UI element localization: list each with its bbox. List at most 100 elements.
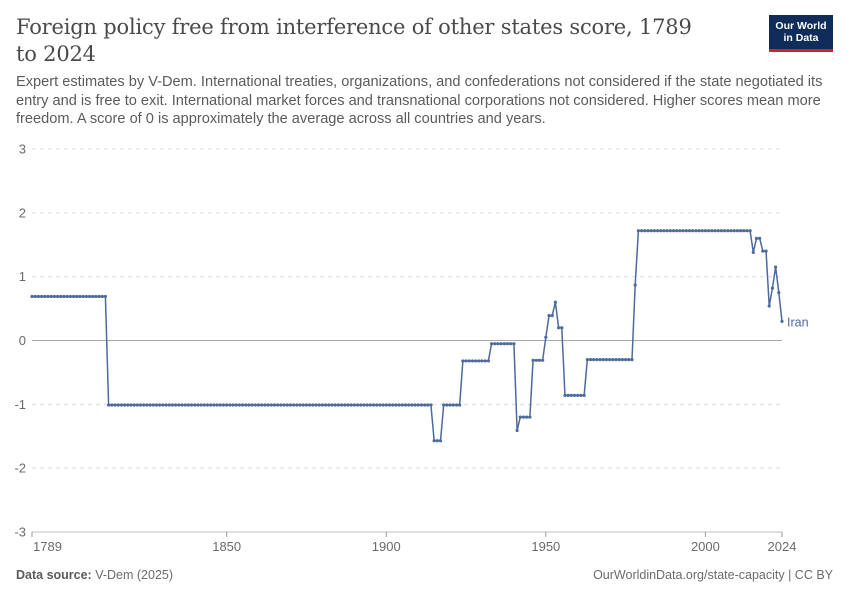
data-point[interactable] (343, 403, 347, 407)
data-point[interactable] (662, 229, 666, 233)
data-point[interactable] (726, 229, 730, 233)
data-point[interactable] (550, 314, 554, 318)
data-point[interactable] (474, 359, 478, 363)
data-point[interactable] (107, 403, 111, 407)
data-point[interactable] (521, 415, 526, 419)
data-point[interactable] (719, 229, 723, 233)
data-point[interactable] (451, 403, 455, 407)
data-point[interactable] (186, 403, 190, 407)
footer-url[interactable]: OurWorldinData.org/state-capacity | CC B… (593, 568, 833, 582)
data-point[interactable] (416, 403, 420, 407)
data-point[interactable] (247, 403, 251, 407)
data-point[interactable] (46, 294, 50, 299)
data-point[interactable] (544, 335, 548, 339)
data-point[interactable] (87, 294, 92, 299)
data-point[interactable] (135, 403, 139, 407)
data-point[interactable] (161, 403, 165, 407)
data-point[interactable] (381, 403, 385, 407)
data-point[interactable] (355, 403, 360, 407)
data-point[interactable] (480, 359, 484, 363)
data-point[interactable] (311, 403, 315, 407)
data-point[interactable] (241, 403, 245, 407)
data-point[interactable] (585, 358, 589, 362)
data-point[interactable] (52, 294, 56, 299)
data-point[interactable] (764, 249, 768, 253)
data-point[interactable] (330, 403, 334, 407)
data-point[interactable] (668, 229, 672, 233)
data-point[interactable] (512, 342, 516, 346)
data-point[interactable] (113, 403, 117, 407)
data-point[interactable] (569, 393, 573, 397)
data-point[interactable] (470, 359, 475, 363)
data-point[interactable] (301, 403, 305, 407)
data-point[interactable] (582, 393, 586, 397)
data-point[interactable] (346, 403, 350, 407)
data-point[interactable] (630, 358, 634, 362)
data-point[interactable] (199, 403, 203, 407)
data-point[interactable] (678, 229, 682, 233)
data-point[interactable] (183, 403, 187, 407)
data-point[interactable] (624, 358, 628, 362)
data-point[interactable] (180, 403, 184, 407)
data-point[interactable] (655, 229, 660, 233)
data-point[interactable] (486, 359, 490, 363)
data-point[interactable] (572, 393, 577, 397)
data-point[interactable] (694, 229, 698, 233)
data-point[interactable] (560, 326, 564, 330)
data-point[interactable] (205, 403, 210, 407)
data-point[interactable] (378, 403, 382, 407)
data-point[interactable] (103, 294, 107, 299)
data-point[interactable] (43, 294, 47, 299)
data-point[interactable] (362, 403, 366, 407)
data-point[interactable] (713, 229, 717, 233)
data-point[interactable] (563, 393, 567, 397)
data-point[interactable] (458, 403, 462, 407)
data-point[interactable] (742, 229, 746, 233)
data-point[interactable] (489, 342, 494, 346)
data-point[interactable] (518, 415, 522, 419)
data-point[interactable] (164, 403, 168, 407)
data-point[interactable] (126, 403, 130, 407)
data-point[interactable] (716, 229, 720, 233)
data-point[interactable] (228, 403, 232, 407)
data-point[interactable] (780, 319, 784, 323)
data-point[interactable] (547, 314, 551, 318)
data-point[interactable] (324, 403, 328, 407)
data-point[interactable] (177, 403, 181, 407)
data-point[interactable] (703, 229, 708, 233)
data-point[interactable] (317, 403, 321, 407)
data-point[interactable] (269, 403, 273, 407)
data-point[interactable] (65, 294, 69, 299)
data-point[interactable] (257, 403, 261, 407)
data-point[interactable] (218, 403, 222, 407)
data-point[interactable] (541, 358, 545, 362)
data-point[interactable] (751, 250, 755, 255)
data-point[interactable] (145, 403, 149, 407)
data-point[interactable] (419, 403, 423, 407)
data-point[interactable] (349, 403, 353, 407)
data-point[interactable] (464, 359, 468, 363)
data-point[interactable] (359, 403, 363, 407)
data-point[interactable] (384, 403, 388, 407)
data-point[interactable] (592, 358, 596, 362)
data-point[interactable] (304, 403, 309, 407)
data-point[interactable] (49, 294, 53, 299)
data-point[interactable] (212, 403, 216, 407)
data-point[interactable] (288, 403, 293, 407)
data-point[interactable] (643, 229, 647, 233)
data-point[interactable] (445, 403, 449, 407)
data-point[interactable] (391, 403, 395, 407)
data-point[interactable] (687, 229, 692, 233)
data-point[interactable] (598, 358, 602, 362)
data-point[interactable] (116, 403, 120, 407)
data-point[interactable] (298, 403, 302, 407)
data-point[interactable] (588, 358, 593, 362)
data-point[interactable] (576, 393, 580, 397)
data-point[interactable] (426, 403, 430, 407)
data-point[interactable] (467, 359, 471, 363)
data-point[interactable] (244, 403, 248, 407)
data-point[interactable] (119, 403, 123, 407)
data-point[interactable] (758, 236, 762, 240)
data-point[interactable] (142, 403, 146, 407)
data-point[interactable] (525, 415, 529, 419)
